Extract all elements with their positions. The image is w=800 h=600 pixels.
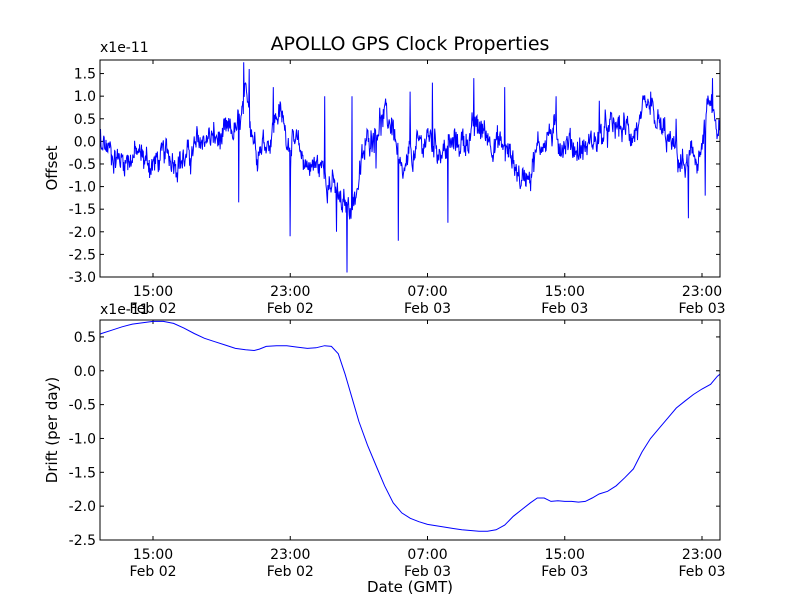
offset-y-ticks: 1.5 1.0 0.5 0.0 -0.5 -1.0 -1.5 -2.0 -2.5 -3.0: [69, 67, 720, 286]
x-axis-label: Date (GMT): [367, 578, 453, 596]
y-tick-label: -2.0: [69, 499, 96, 515]
drift-y-axis-label: Drift (per day): [43, 377, 61, 484]
y-tick-label: -3.0: [69, 270, 96, 286]
y-tick-label: -2.5: [69, 247, 96, 263]
offset-axes-frame: [99, 59, 721, 278]
drift-y-ticks: 0.5 0.0 -0.5 -1.0 -1.5 -2.0 -2.5: [69, 330, 720, 549]
x-tick-label-date: Feb 02: [267, 564, 314, 580]
y-tick-label: 0.5: [74, 330, 96, 346]
drift-series-line: [100, 320, 720, 532]
x-tick-label-time: 07:00: [407, 547, 447, 563]
x-tick-label-time: 23:00: [682, 284, 722, 300]
y-tick-label: 0.0: [74, 134, 96, 150]
x-tick-label-date: Feb 03: [678, 564, 725, 580]
y-tick-label: 1.0: [74, 89, 96, 105]
x-tick-label-date: Feb 03: [541, 301, 588, 317]
x-tick-label-time: 15:00: [133, 284, 173, 300]
y-tick-label: -2.0: [69, 225, 96, 241]
x-tick-label-time: 23:00: [270, 547, 310, 563]
x-tick-label-date: Feb 03: [678, 301, 725, 317]
x-tick-label-time: 15:00: [545, 547, 585, 563]
chart-title: APOLLO GPS Clock Properties: [271, 33, 550, 55]
x-tick-label-date: Feb 02: [129, 564, 176, 580]
x-tick-label-time: 15:00: [133, 547, 173, 563]
x-tick-label-time: 23:00: [682, 547, 722, 563]
drift-exponent-label: x1e-11: [100, 302, 149, 318]
x-tick-label-time: 15:00: [545, 284, 585, 300]
offset-exponent-label: x1e-11: [100, 40, 149, 56]
y-tick-label: 0.5: [74, 112, 96, 128]
y-tick-label: -1.5: [69, 202, 96, 218]
offset-series-line: [100, 62, 720, 273]
offset-panel: 1.5 1.0 0.5 0.0 -0.5 -1.0 -1.5 -2.0 -2.5 -3.0 15:…: [43, 40, 726, 317]
x-tick-label-date: Feb 03: [404, 564, 451, 580]
x-tick-label-time: 07:00: [407, 284, 447, 300]
x-tick-label-time: 23:00: [270, 284, 310, 300]
y-tick-label: -2.5: [69, 533, 96, 549]
x-tick-label-date: Feb 03: [541, 564, 588, 580]
y-tick-label: -1.0: [69, 431, 96, 447]
drift-axes-frame: [99, 319, 721, 541]
y-tick-label: -0.5: [69, 157, 96, 173]
x-tick-label-date: Feb 03: [404, 301, 451, 317]
y-tick-label: -0.5: [69, 398, 96, 414]
y-tick-label: -1.5: [69, 465, 96, 481]
y-tick-label: 0.0: [74, 364, 96, 380]
y-tick-label: 1.5: [74, 67, 96, 83]
y-tick-label: -1.0: [69, 180, 96, 196]
offset-y-axis-label: Offset: [43, 145, 61, 190]
x-tick-label-date: Feb 02: [267, 301, 314, 317]
x-tick-label-date: Feb 02: [129, 301, 176, 317]
